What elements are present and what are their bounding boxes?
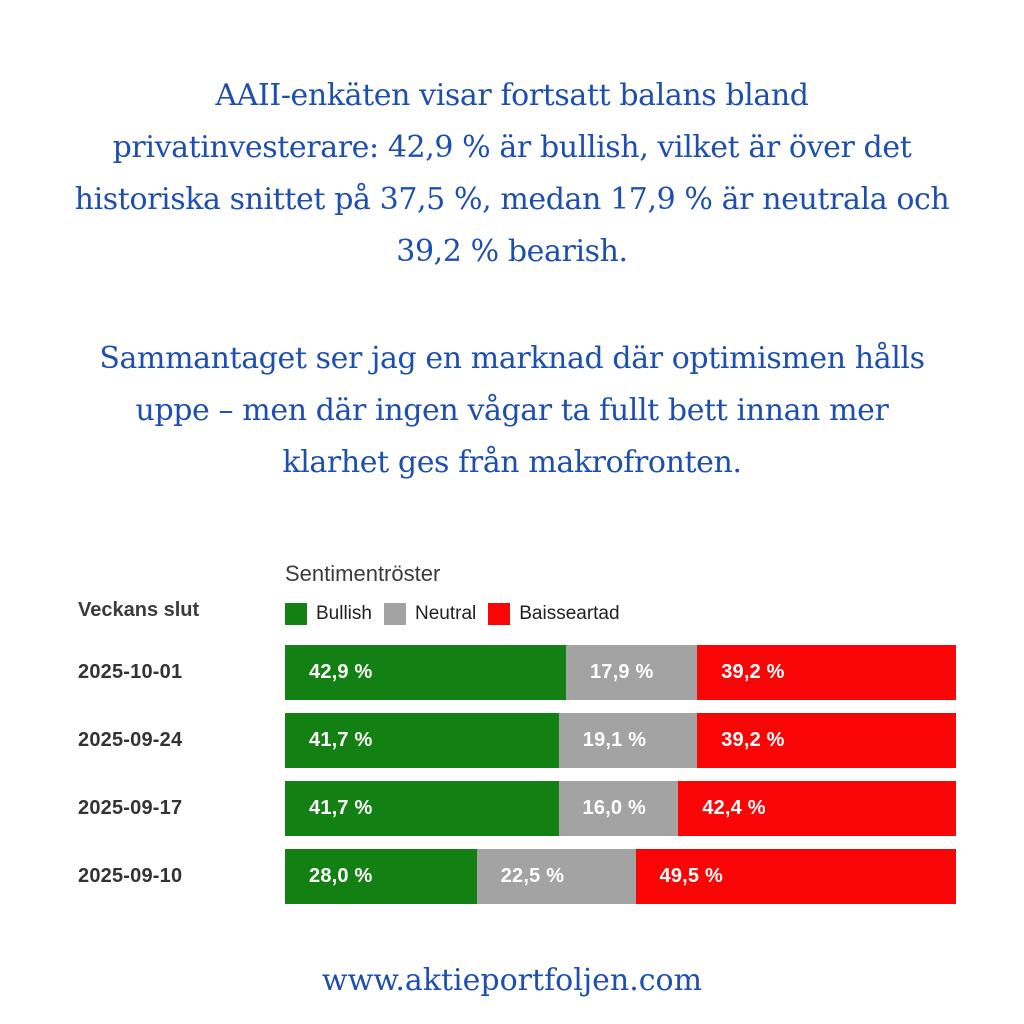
sentiment-chart: Sentimentröster Veckans slut Bullish Neut… <box>0 561 1024 917</box>
legend-item-bullish: Bullish <box>285 603 372 625</box>
bar-segment-value: 42,9 % <box>309 661 373 683</box>
row-date-label: 2025-10-01 <box>78 661 183 683</box>
row-date-label: 2025-09-17 <box>78 797 183 819</box>
text-line: AAII-enkäten visar fortsatt balans bland <box>215 78 809 113</box>
bar-segment-value: 19,1 % <box>582 729 647 751</box>
legend-item-neutral: Neutral <box>383 603 477 625</box>
row-date-label: 2025-09-24 <box>78 729 183 751</box>
intro-paragraph-1: AAII-enkäten visar fortsatt balans bland… <box>0 0 1024 278</box>
bar-segment-baisseartad: 49,5 % <box>635 849 956 904</box>
bar-segment-baisseartad: 39,2 % <box>697 645 956 700</box>
bar-segment-value: 22,5 % <box>500 865 565 887</box>
legend-swatch-icon <box>383 603 406 625</box>
legend-label: Neutral <box>414 603 477 624</box>
stacked-bar: 42,9 % 17,9 % 39,2 % <box>285 645 956 700</box>
bar-segment-baisseartad: 42,4 % <box>678 781 956 836</box>
bar-segment-neutral: 17,9 % <box>565 645 698 700</box>
row-date-label: 2025-09-10 <box>78 865 183 887</box>
stacked-bar: 41,7 % 19,1 % 39,2 % <box>285 713 956 768</box>
text-line: historiska snittet på 37,5 %, medan 17,9… <box>74 182 950 217</box>
chart-title: Sentimentröster <box>285 561 441 586</box>
bar-segment-value: 39,2 % <box>721 729 785 751</box>
legend-swatch-icon <box>488 603 511 625</box>
bar-segment-value: 16,0 % <box>582 797 646 819</box>
chart-row: 2025-09-17 41,7 % 16,0 % 42,4 % <box>0 781 1024 836</box>
bar-segment-neutral: 22,5 % <box>476 849 636 904</box>
chart-row: 2025-09-10 28,0 % 22,5 % 49,5 % <box>0 849 1024 904</box>
legend-swatch-icon <box>285 603 307 625</box>
bar-segment-value: 41,7 % <box>309 729 373 751</box>
stacked-bar: 28,0 % 22,5 % 49,5 % <box>285 849 956 904</box>
chart-rows: 2025-10-01 42,9 % 17,9 % 39,2 % 2025-09-24 41… <box>0 645 1024 917</box>
bar-segment-bullish: 41,7 % <box>285 713 559 768</box>
bar-segment-value: 17,9 % <box>589 661 654 683</box>
legend-label: Bullish <box>316 603 372 624</box>
bar-segment-value: 28,0 % <box>309 865 373 887</box>
bar-segment-bullish: 42,9 % <box>285 645 566 700</box>
bar-segment-value: 42,4 % <box>702 797 766 819</box>
chart-row: 2025-09-24 41,7 % 19,1 % 39,2 % <box>0 713 1024 768</box>
chart-legend: Bullish Neutral Baisseartad <box>285 603 632 625</box>
text-line: uppe – men där ingen vågar ta fullt bett… <box>135 393 889 428</box>
chart-row: 2025-10-01 42,9 % 17,9 % 39,2 % <box>0 645 1024 700</box>
legend-label: Baisseartad <box>519 603 620 624</box>
text-line: privatinvesterare: 42,9 % är bullish, vi… <box>112 130 912 165</box>
text-line: Sammantaget ser jag en marknad där optim… <box>99 341 925 376</box>
bar-segment-value: 39,2 % <box>721 661 785 683</box>
bar-segment-bullish: 41,7 % <box>285 781 559 836</box>
bar-segment-neutral: 19,1 % <box>558 713 698 768</box>
intro-paragraph-2: Sammantaget ser jag en marknad där optim… <box>0 333 1024 489</box>
stacked-bar: 41,7 % 16,0 % 42,4 % <box>285 781 956 836</box>
chart-row-header: Veckans slut <box>78 599 200 621</box>
text-line: klarhet ges från makrofronten. <box>282 445 742 480</box>
text-line: 39,2 % bearish. <box>396 234 628 269</box>
footer-url: www.aktieportfoljen.com <box>321 963 703 998</box>
bar-segment-bullish: 28,0 % <box>285 849 477 904</box>
bar-segment-baisseartad: 39,2 % <box>697 713 956 768</box>
bar-segment-value: 41,7 % <box>309 797 373 819</box>
legend-item-baisseartad: Baisseartad <box>488 603 620 625</box>
bar-segment-value: 49,5 % <box>659 865 723 887</box>
bar-segment-neutral: 16,0 % <box>558 781 679 836</box>
